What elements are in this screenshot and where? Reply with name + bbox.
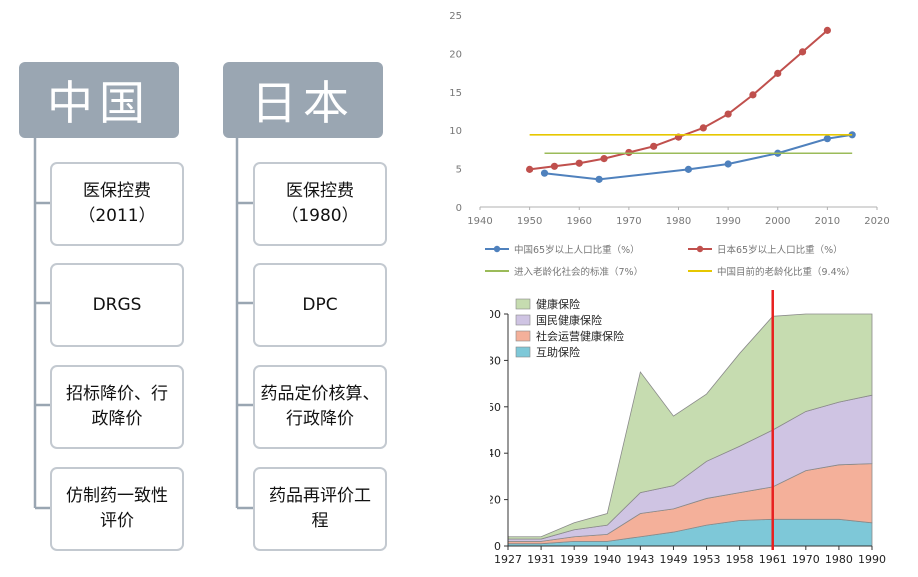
japan-tree: 日本 医保控费 （1980） DPC 药品定价核算、 行政降价 药品再评价工 程 <box>200 0 400 577</box>
legend-swatch <box>515 330 531 342</box>
japan-item-medical-cost-control: 医保控费 （1980） <box>253 162 387 246</box>
x-tick-label: 1953 <box>693 553 721 566</box>
data-point <box>550 162 559 170</box>
legend-label: 中国65岁以上人口比重（%） <box>514 244 640 256</box>
china-item-tender-price-cut: 招标降价、行 政降价 <box>50 365 184 449</box>
y-tick-label: 20 <box>449 49 462 60</box>
legend-swatch <box>515 298 531 310</box>
data-point <box>650 142 658 150</box>
japan-item-drug-reevaluation: 药品再评价工 程 <box>253 467 387 551</box>
x-tick-label: 1940 <box>593 553 621 566</box>
x-tick-label: 1927 <box>494 553 522 566</box>
japan-header: 日本 <box>223 62 383 138</box>
y-tick-label: 10 <box>449 126 462 137</box>
china-item-drgs: DRGS <box>50 263 184 347</box>
data-point <box>699 124 707 132</box>
data-point <box>774 69 782 77</box>
data-point <box>595 175 603 183</box>
x-tick-label: 1961 <box>759 553 787 566</box>
legend-label: 进入老龄化社会的标准（7%） <box>514 266 643 278</box>
data-point <box>684 165 693 173</box>
aging-population-line-chart: 0 5 10 15 20 25 1940 1950 1960 1970 1980 1990 2000 20… <box>449 11 889 278</box>
x-tick-label: 1950 <box>517 216 542 227</box>
y-tick-label: 15 <box>449 88 462 99</box>
x-tick-label: 2000 <box>765 216 790 227</box>
china-tree: 中国 医保控费 （2011） DRGS 招标降价、行 政降价 仿制药一致性 评价 <box>0 0 200 577</box>
y-tick-label: 5 <box>456 165 462 176</box>
data-point <box>540 169 549 177</box>
y-tick-label: 100 <box>490 308 501 321</box>
data-point <box>526 165 534 173</box>
x-tick-label: 1970 <box>616 216 641 227</box>
insurance-coverage-area-chart: 0 20 40 60 80 100 1927 1931 1939 1940 1943 1949 1953… <box>490 290 886 566</box>
x-tick-label: 1980 <box>825 553 853 566</box>
x-tick-label: 1940 <box>467 216 492 227</box>
japan-connector-lines <box>235 138 253 510</box>
series-line-1 <box>529 29 829 171</box>
y-tick-label: 25 <box>449 11 462 22</box>
y-tick-label: 0 <box>456 203 462 214</box>
data-point <box>798 48 807 56</box>
legend-marker <box>493 245 501 253</box>
legend-marker <box>696 245 704 253</box>
y-tick-label: 60 <box>490 401 501 414</box>
legend-label: 国民健康保险 <box>536 313 602 327</box>
x-tick-label: 2020 <box>864 216 889 227</box>
x-tick-label: 1960 <box>567 216 592 227</box>
japan-item-dpc: DPC <box>253 263 387 347</box>
x-tick-label: 1949 <box>659 553 687 566</box>
x-tick-label: 1943 <box>626 553 654 566</box>
legend-label: 健康保险 <box>536 297 580 311</box>
data-point <box>575 159 583 167</box>
x-tick-label: 1939 <box>560 553 588 566</box>
data-point <box>749 91 757 99</box>
data-point <box>823 135 831 143</box>
japan-item-drug-pricing: 药品定价核算、 行政降价 <box>253 365 387 449</box>
legend-label: 日本65岁以上人口比重（%） <box>717 244 843 256</box>
legend-label: 互助保险 <box>536 345 580 359</box>
y-tick-label: 40 <box>490 447 501 460</box>
x-tick-label: 1990 <box>858 553 886 566</box>
x-tick-label: 1980 <box>666 216 691 227</box>
y-tick-label: 80 <box>490 354 501 367</box>
legend-swatch <box>515 314 531 326</box>
data-point <box>600 155 608 163</box>
x-tick-label: 1931 <box>527 553 555 566</box>
legend-label: 中国目前的老龄化比重（9.4%） <box>717 266 855 278</box>
y-tick-label: 0 <box>494 540 501 553</box>
y-tick-label: 20 <box>490 494 501 507</box>
data-point <box>724 110 732 118</box>
data-point <box>823 26 831 34</box>
area-series-3 <box>507 313 873 540</box>
series-line-0 <box>544 133 853 181</box>
x-tick-label: 1990 <box>715 216 740 227</box>
china-header: 中国 <box>19 62 179 138</box>
data-point <box>724 160 732 168</box>
x-tick-label: 1958 <box>726 553 754 566</box>
china-connector-lines <box>33 138 50 510</box>
x-tick-label: 1970 <box>792 553 820 566</box>
x-tick-label: 2010 <box>815 216 840 227</box>
china-item-generic-consistency: 仿制药一致性 评价 <box>50 467 184 551</box>
legend-label: 社会运营健康保险 <box>536 329 624 343</box>
china-item-medical-cost-control: 医保控费 （2011） <box>50 162 184 246</box>
legend-swatch <box>515 346 531 358</box>
